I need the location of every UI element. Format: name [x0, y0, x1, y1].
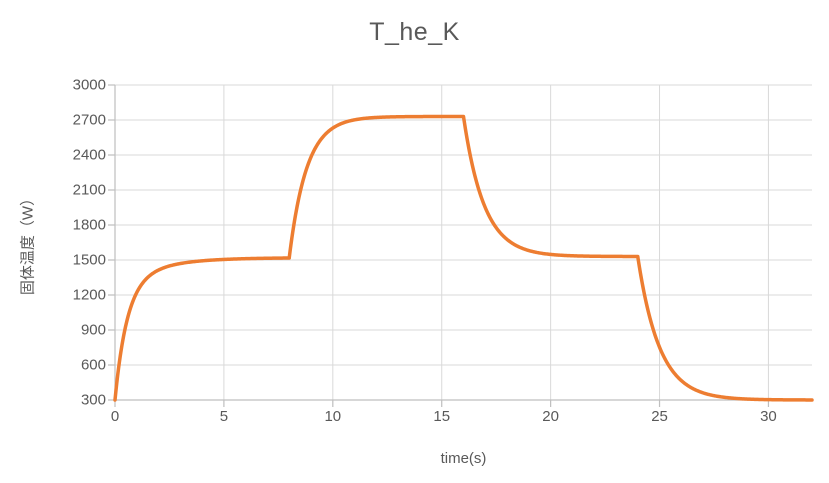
- y-tick-label: 1800: [72, 216, 106, 234]
- x-tick-label: 30: [760, 408, 777, 425]
- y-tick-label: 1500: [72, 251, 106, 269]
- x-tick-label: 15: [433, 408, 451, 425]
- x-tick-label: 20: [542, 408, 559, 425]
- y-axis-title: 固体温度（W）: [19, 190, 37, 295]
- x-tick-label: 25: [651, 408, 668, 425]
- y-tick-label: 1200: [72, 286, 106, 304]
- y-tick-label: 2700: [72, 111, 106, 129]
- y-tick-label: 600: [80, 356, 106, 374]
- x-tick-label: 0: [110, 408, 120, 425]
- x-tick-label: 5: [219, 408, 229, 425]
- data-series-line: [113, 114, 814, 402]
- y-tick-label: 3000: [72, 76, 106, 94]
- chart-title: T_he_K: [369, 18, 460, 46]
- y-tick-label: 2400: [72, 146, 106, 164]
- y-tick-label: 300: [80, 391, 106, 409]
- x-tick-label: 10: [324, 408, 342, 425]
- x-axis-title: time(s): [440, 450, 487, 467]
- y-tick-label: 2100: [72, 181, 106, 199]
- y-tick-label: 900: [80, 321, 106, 339]
